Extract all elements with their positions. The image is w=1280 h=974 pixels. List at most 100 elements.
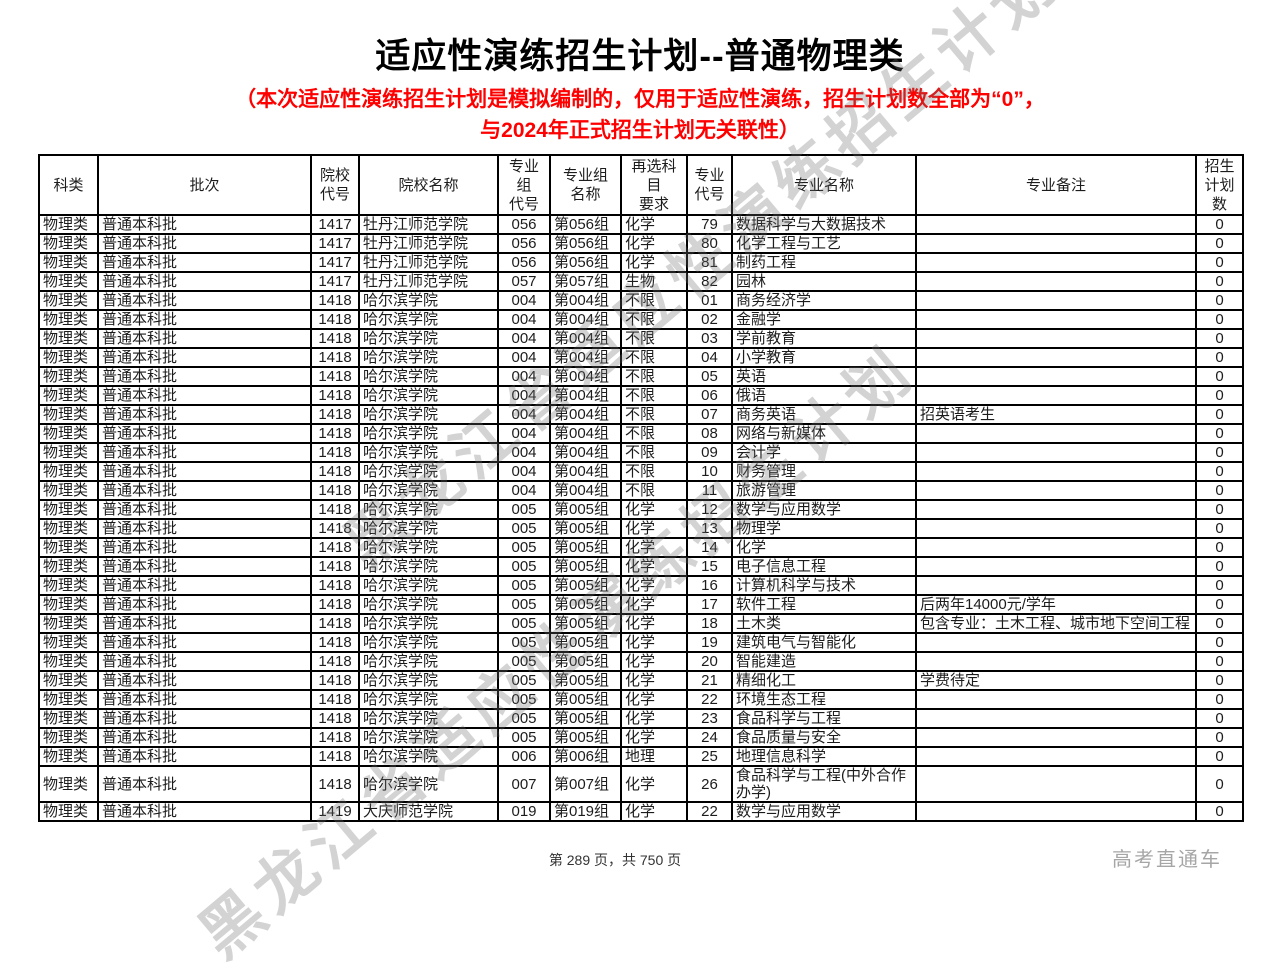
table-cell: 哈尔滨学院: [358, 404, 499, 425]
page-title: 适应性演练招生计划--普通物理类: [375, 37, 905, 76]
table-cell: 004: [497, 290, 551, 311]
table-cell: 04: [686, 347, 733, 368]
table-cell: 物理类: [38, 328, 99, 349]
table-cell: 精细化工: [731, 670, 917, 691]
table-cell: 004: [497, 347, 551, 368]
table-cell: 化学: [620, 689, 688, 710]
table-cell: 1419: [310, 801, 360, 822]
table-cell: 不限: [620, 347, 688, 368]
table-cell: [915, 423, 1197, 444]
table-cell: 哈尔滨学院: [358, 480, 499, 501]
table-cell: 005: [497, 594, 551, 615]
table-cell: 005: [497, 575, 551, 596]
table-cell: 004: [497, 480, 551, 501]
table-cell: 第004组: [549, 309, 622, 330]
table-cell: 不限: [620, 290, 688, 311]
table-cell: 物理类: [38, 670, 99, 691]
table-cell: 0: [1195, 366, 1244, 387]
table-cell: 005: [497, 518, 551, 539]
table-cell: 1418: [310, 708, 360, 729]
table-cell: 后两年14000元/学年: [915, 594, 1197, 615]
page-number: 第 289 页，共 750 页: [548, 852, 682, 868]
table-cell: 普通本科批: [97, 765, 312, 803]
table-cell: 招英语考生: [915, 404, 1197, 425]
table-cell: 哈尔滨学院: [358, 347, 499, 368]
table-cell: 食品科学与工程: [731, 708, 917, 729]
table-cell: 物理类: [38, 499, 99, 520]
notice-text: （本次适应性演练招生计划是模拟编制的，仅用于适应性演练，招生计划数全部为“0”，…: [0, 84, 1280, 146]
table-cell: 1418: [310, 765, 360, 803]
column-header: 专业组 名称: [549, 154, 622, 216]
table-cell: 1418: [310, 689, 360, 710]
table-cell: 0: [1195, 252, 1244, 273]
table-cell: 物理学: [731, 518, 917, 539]
table-cell: 0: [1195, 801, 1244, 822]
header-row: 科类 批次 院校 代号 院校名称 专业组 代号 专业组 名称 再选科目 要求 专业 代号 专业名…: [38, 154, 1244, 216]
table-cell: 旅游管理: [731, 480, 917, 501]
table-cell: 化学: [620, 651, 688, 672]
table-cell: 不限: [620, 404, 688, 425]
table-row: 物理类 普通本科批 1418 哈尔滨学院 004 第004组 不限 01 商务经济学 0: [38, 290, 1244, 311]
table-cell: 物理类: [38, 632, 99, 653]
table-cell: 不限: [620, 328, 688, 349]
table-cell: 0: [1195, 290, 1244, 311]
table-cell: 普通本科批: [97, 347, 312, 368]
table-row: 物理类 普通本科批 1419 大庆师范学院 019 第019组 化学 22 数学与应用数学 0: [38, 801, 1244, 822]
column-header: 专业备注: [915, 154, 1197, 216]
table-cell: 普通本科批: [97, 290, 312, 311]
table-row: 物理类 普通本科批 1418 哈尔滨学院 004 第004组 不限 02 金融学 0: [38, 309, 1244, 330]
table-cell: [915, 727, 1197, 748]
table-cell: 0: [1195, 765, 1244, 803]
column-header: 专业组 代号: [497, 154, 551, 216]
table-cell: 1418: [310, 556, 360, 577]
table-cell: 牡丹江师范学院: [358, 214, 499, 235]
table-cell: 005: [497, 670, 551, 691]
table-cell: 第005组: [549, 632, 622, 653]
table-cell: [915, 347, 1197, 368]
table-cell: 004: [497, 366, 551, 387]
table-row: 物理类 普通本科批 1418 哈尔滨学院 005 第005组 化学 15 电子信息工程 0: [38, 556, 1244, 577]
table-cell: 不限: [620, 385, 688, 406]
table-cell: 哈尔滨学院: [358, 442, 499, 463]
table-cell: 79: [686, 214, 733, 235]
table-row: 物理类 普通本科批 1418 哈尔滨学院 004 第004组 不限 04 小学教育 0: [38, 347, 1244, 368]
table-row: 物理类 普通本科批 1418 哈尔滨学院 005 第005组 化学 19 建筑电气与智能化 0: [38, 632, 1244, 653]
table-cell: 软件工程: [731, 594, 917, 615]
table-cell: 普通本科批: [97, 689, 312, 710]
notice-line-2: 与2024年正式招生计划无关联性）: [480, 119, 800, 142]
table-cell: 0: [1195, 461, 1244, 482]
table-cell: 14: [686, 537, 733, 558]
table-cell: 23: [686, 708, 733, 729]
table-cell: 普通本科批: [97, 214, 312, 235]
table-cell: 06: [686, 385, 733, 406]
table-cell: 化学: [620, 518, 688, 539]
table-cell: 第056组: [549, 214, 622, 235]
table-cell: 小学教育: [731, 347, 917, 368]
table-cell: 第019组: [549, 801, 622, 822]
table-cell: 不限: [620, 442, 688, 463]
table-cell: 26: [686, 765, 733, 803]
table-cell: 007: [497, 765, 551, 803]
table-cell: 12: [686, 499, 733, 520]
table-cell: 82: [686, 271, 733, 292]
table-row: 物理类 普通本科批 1418 哈尔滨学院 005 第005组 化学 14 化学 0: [38, 537, 1244, 558]
table-cell: 第056组: [549, 252, 622, 273]
table-cell: 电子信息工程: [731, 556, 917, 577]
table-cell: 物理类: [38, 651, 99, 672]
brand-watermark: 高考直通车: [1112, 849, 1222, 871]
table-cell: 俄语: [731, 385, 917, 406]
table-cell: 物理类: [38, 746, 99, 767]
table-cell: [915, 801, 1197, 822]
table-cell: 25: [686, 746, 733, 767]
table-cell: 化学: [620, 632, 688, 653]
table-row: 物理类 普通本科批 1418 哈尔滨学院 005 第005组 化学 12 数学与应用数学 0: [38, 499, 1244, 520]
table-cell: 普通本科批: [97, 594, 312, 615]
table-cell: 第005组: [549, 499, 622, 520]
table-cell: 物理类: [38, 271, 99, 292]
table-cell: [915, 651, 1197, 672]
table-cell: 普通本科批: [97, 328, 312, 349]
table-cell: 20: [686, 651, 733, 672]
table-cell: 0: [1195, 670, 1244, 691]
table-cell: 第005组: [549, 689, 622, 710]
table-cell: 第004组: [549, 328, 622, 349]
